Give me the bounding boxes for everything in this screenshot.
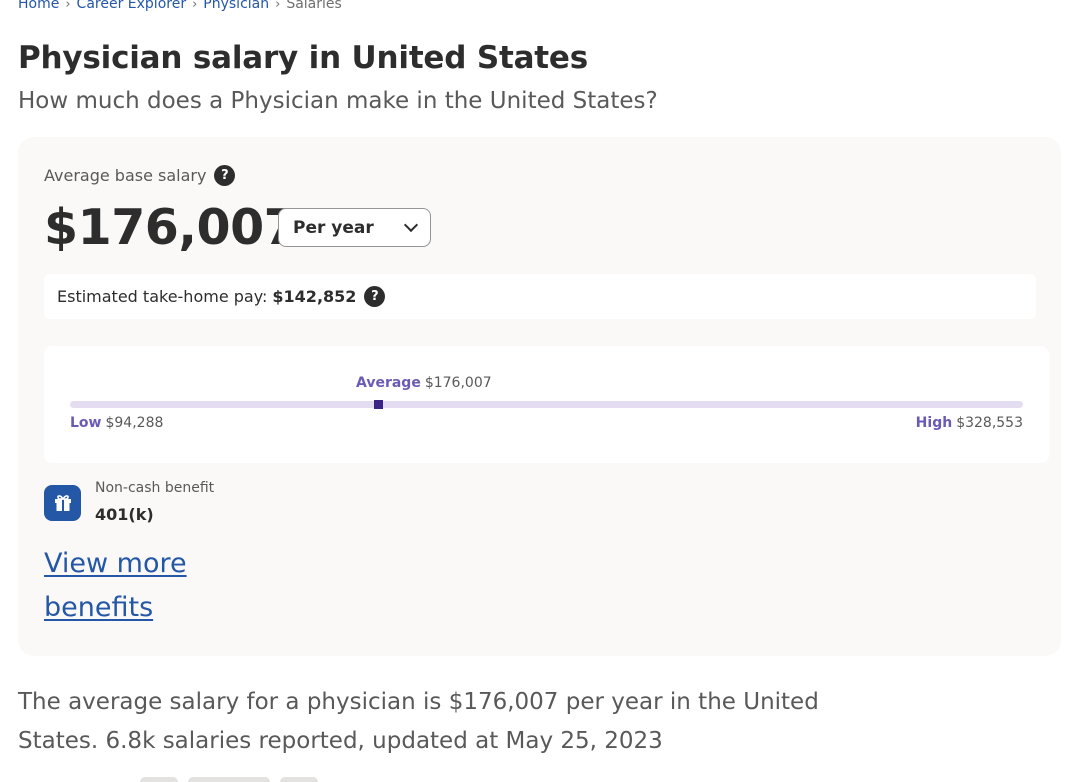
takehome-pay: Estimated take-home pay: $142,852 ? bbox=[44, 274, 1036, 319]
range-low-label: Low bbox=[70, 415, 102, 431]
range-average: Average $176,007 bbox=[356, 375, 492, 391]
breadcrumb-current: Salaries bbox=[286, 0, 342, 12]
view-more-benefits-link[interactable]: View more benefits bbox=[44, 548, 187, 623]
range-average-value: $176,007 bbox=[424, 375, 492, 391]
breadcrumb-chevron-icon: › bbox=[275, 0, 281, 12]
benefit-label: Non-cash benefit bbox=[95, 480, 215, 496]
related-chips bbox=[140, 777, 318, 782]
chevron-down-icon bbox=[403, 217, 419, 233]
page-subtitle: How much does a Physician make in the Un… bbox=[18, 88, 658, 114]
breadcrumb-chevron-icon: › bbox=[192, 0, 198, 12]
salary-card: Average base salary ? $176,007 Per year … bbox=[18, 137, 1061, 656]
breadcrumb: Home › Career Explorer › Physician › Sal… bbox=[18, 0, 342, 12]
gift-icon bbox=[44, 485, 81, 521]
average-salary-label-text: Average base salary bbox=[44, 166, 207, 185]
range-low: Low $94,288 bbox=[70, 415, 163, 431]
chip[interactable] bbox=[280, 777, 318, 782]
help-icon[interactable]: ? bbox=[364, 286, 386, 307]
range-average-label: Average bbox=[356, 375, 421, 391]
help-icon[interactable]: ? bbox=[214, 165, 236, 186]
salary-range: Average $176,007 Low $94,288 High $328,553 bbox=[44, 346, 1049, 463]
pay-period-selected: Per year bbox=[293, 217, 374, 238]
breadcrumb-physician-link[interactable]: Physician bbox=[203, 0, 270, 12]
takehome-label: Estimated take-home pay: bbox=[57, 287, 268, 306]
range-track bbox=[70, 401, 1023, 408]
range-high-label: High bbox=[915, 415, 953, 431]
breadcrumb-career-explorer-link[interactable]: Career Explorer bbox=[76, 0, 187, 12]
benefit-value: 401(k) bbox=[95, 505, 154, 524]
pay-period-select[interactable]: Per year bbox=[278, 208, 431, 247]
salary-summary: The average salary for a physician is $1… bbox=[18, 689, 819, 754]
range-high: High $328,553 bbox=[916, 415, 1023, 431]
average-salary-label: Average base salary ? bbox=[44, 165, 236, 186]
range-average-marker bbox=[374, 400, 383, 409]
takehome-value: $142,852 bbox=[272, 287, 357, 306]
range-low-value: $94,288 bbox=[105, 415, 164, 431]
breadcrumb-home-link[interactable]: Home bbox=[18, 0, 60, 12]
average-salary-value: $176,007 bbox=[44, 199, 298, 256]
page-title: Physician salary in United States bbox=[18, 40, 589, 76]
chip[interactable] bbox=[188, 777, 270, 782]
breadcrumb-chevron-icon: › bbox=[65, 0, 71, 12]
range-high-value: $328,553 bbox=[956, 415, 1023, 431]
chip[interactable] bbox=[140, 777, 178, 782]
